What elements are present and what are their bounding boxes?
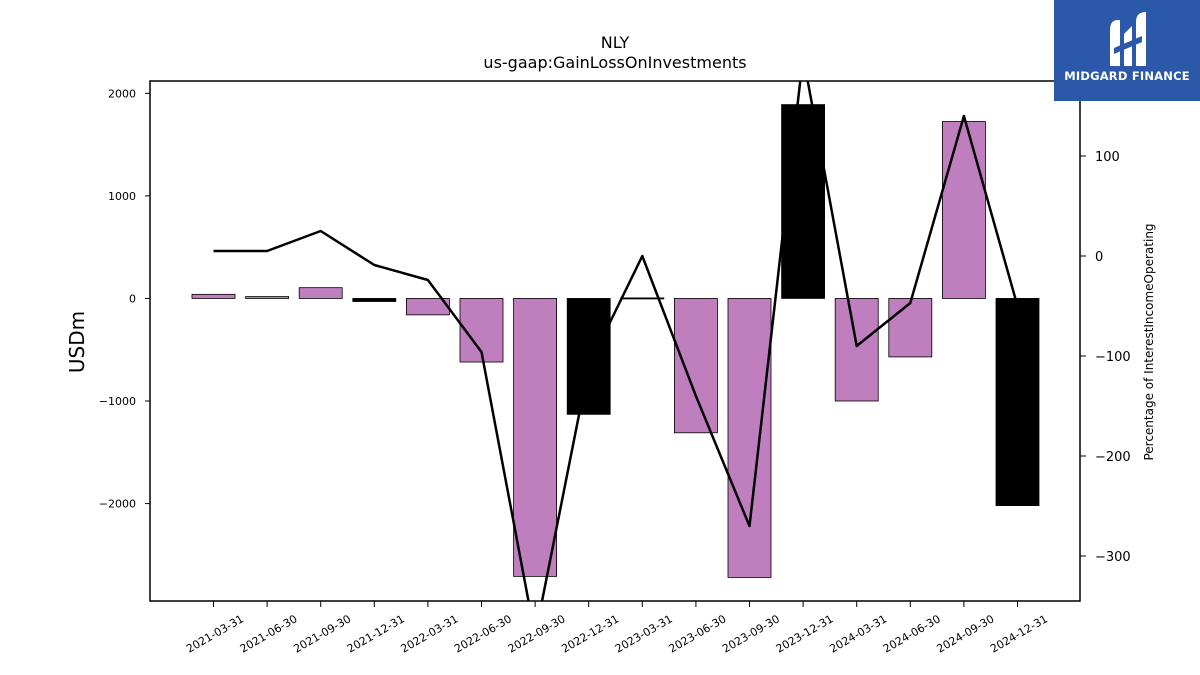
x-tick-label: 2023-06-30: [667, 612, 729, 655]
x-tick-label: 2021-03-31: [184, 612, 246, 655]
x-tick-label: 2022-06-30: [452, 612, 514, 655]
x-tick-label: 2022-09-30: [506, 612, 568, 655]
bar: [995, 298, 1040, 507]
bar: [566, 298, 611, 415]
x-tick-label: 2024-09-30: [935, 612, 997, 655]
bar: [942, 121, 986, 299]
y2-tick-label: 100: [1095, 150, 1120, 165]
plot-frame: [149, 80, 1081, 602]
x-tick-label: 2023-12-31: [774, 612, 836, 655]
y-tick-label: −1000: [99, 395, 136, 408]
y-tick-label: −2000: [99, 498, 136, 511]
x-tick-label: 2022-12-31: [559, 612, 621, 655]
bar: [245, 296, 290, 299]
x-tick-label: 2024-06-30: [881, 612, 943, 655]
bar: [191, 293, 236, 299]
midgard-logo-icon: [1110, 12, 1146, 66]
line-series: [213, 81, 1019, 601]
y-tick-label: 2000: [108, 87, 136, 100]
bar: [888, 298, 933, 358]
line-path: [213, 81, 1019, 601]
x-tick-label: 2024-12-31: [988, 612, 1050, 655]
chart-subtitle: us-gaap:GainLossOnInvestments: [483, 53, 746, 72]
y2-tick-label: −100: [1095, 350, 1131, 365]
x-tick-label: 2023-09-30: [720, 612, 782, 655]
bar: [727, 298, 772, 578]
bar: [513, 298, 557, 577]
y-tick-label: 1000: [108, 190, 136, 203]
chart-title: NLY: [601, 33, 630, 52]
bar: [298, 287, 343, 299]
x-tick-label: 2021-06-30: [238, 612, 300, 655]
x-tick-label: 2023-03-31: [613, 612, 675, 655]
watermark-text: MIDGARD FINANCE: [1064, 69, 1190, 83]
bar: [405, 298, 450, 316]
y-axis-label: USDm: [65, 311, 89, 373]
x-tick-label: 2022-03-31: [399, 612, 461, 655]
x-tick-label: 2021-09-30: [291, 612, 353, 655]
x-tick-label: 2021-12-31: [345, 612, 407, 655]
bar-series: [191, 104, 1040, 578]
bar: [352, 298, 397, 302]
y2-axis-label: Percentage of InterestIncomeOperating: [1142, 223, 1156, 460]
watermark-logo: MIDGARD FINANCE: [1054, 0, 1200, 101]
y-tick-label: 0: [129, 292, 136, 305]
bar: [834, 298, 879, 402]
y2-tick-label: −200: [1095, 450, 1131, 465]
x-tick-label: 2024-03-31: [827, 612, 889, 655]
y2-tick-label: −300: [1095, 550, 1131, 565]
y2-tick-label: 0: [1095, 250, 1103, 265]
bar: [674, 298, 718, 434]
